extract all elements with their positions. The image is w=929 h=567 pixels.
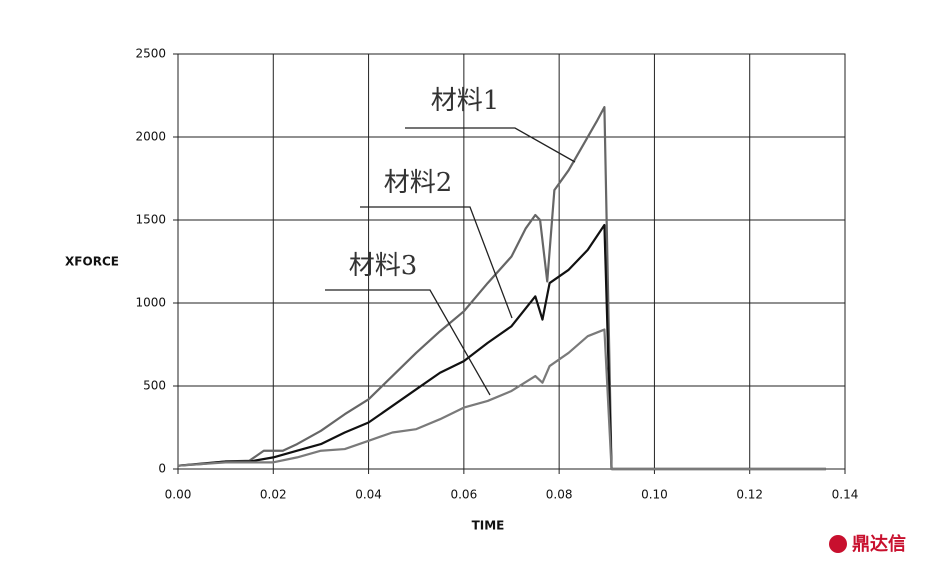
x-tick-label: 0.00	[165, 488, 192, 502]
leader-line	[360, 206, 513, 319]
x-tick-label: 0.12	[736, 488, 763, 502]
logo-icon	[829, 535, 847, 553]
watermark: 鼎达信	[852, 533, 906, 555]
x-tick-label: 0.02	[260, 488, 287, 502]
series-annotation: 材料2	[384, 168, 453, 198]
x-tick-label: 0.14	[832, 488, 859, 502]
x-axis-label: TIME	[472, 519, 505, 533]
series-annotation: 材料1	[431, 86, 500, 116]
y-tick-label: 500	[143, 379, 166, 393]
y-tick-label: 0	[158, 462, 166, 476]
series-line	[177, 106, 826, 471]
y-tick-label: 1500	[135, 213, 166, 227]
x-tick-label: 0.04	[355, 488, 382, 502]
y-tick-label: 2500	[135, 47, 166, 61]
plot-frame	[177, 53, 846, 470]
leader-line	[325, 289, 491, 396]
x-tick-label: 0.10	[641, 488, 668, 502]
leader-line	[405, 127, 576, 163]
series-line	[177, 328, 826, 471]
x-tick-label: 0.08	[546, 488, 573, 502]
series-line	[177, 223, 826, 471]
y-axis-label: XFORCE	[65, 255, 119, 269]
series-annotation: 材料3	[349, 251, 418, 281]
x-tick-label: 0.06	[450, 488, 477, 502]
y-tick-label: 1000	[135, 296, 166, 310]
y-tick-label: 2000	[135, 130, 166, 144]
